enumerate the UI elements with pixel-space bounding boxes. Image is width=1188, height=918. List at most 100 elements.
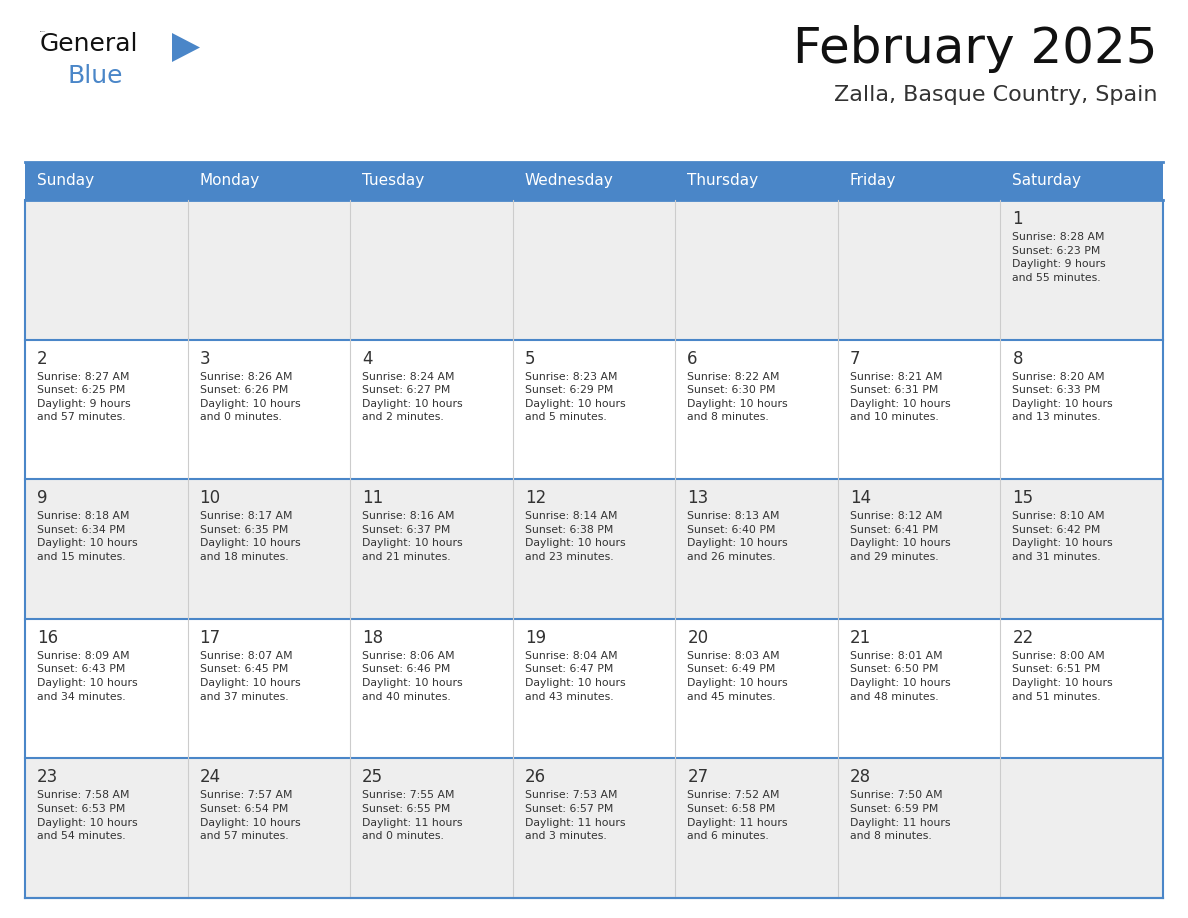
Text: Saturday: Saturday [1012, 174, 1081, 188]
Text: Sunrise: 8:27 AM
Sunset: 6:25 PM
Daylight: 9 hours
and 57 minutes.: Sunrise: 8:27 AM Sunset: 6:25 PM Dayligh… [37, 372, 131, 422]
Bar [513, 340, 675, 479]
Bar [513, 479, 675, 619]
Text: Thursday: Thursday [688, 174, 758, 188]
Polygon shape [172, 33, 200, 62]
Text: Sunrise: 7:55 AM
Sunset: 6:55 PM
Daylight: 11 hours
and 0 minutes.: Sunrise: 7:55 AM Sunset: 6:55 PM Dayligh… [362, 790, 462, 841]
Text: 3: 3 [200, 350, 210, 367]
Text: 12: 12 [525, 489, 546, 508]
Text: 21: 21 [849, 629, 871, 647]
Text: 5: 5 [525, 350, 536, 367]
Text: Wednesday: Wednesday [525, 174, 613, 188]
Bar [675, 479, 838, 619]
Text: Zalla, Basque Country, Spain: Zalla, Basque Country, Spain [834, 85, 1158, 105]
Bar [1000, 758, 1163, 898]
Text: 23: 23 [37, 768, 58, 787]
Text: Sunrise: 8:24 AM
Sunset: 6:27 PM
Daylight: 10 hours
and 2 minutes.: Sunrise: 8:24 AM Sunset: 6:27 PM Dayligh… [362, 372, 463, 422]
Text: Sunrise: 8:28 AM
Sunset: 6:23 PM
Daylight: 9 hours
and 55 minutes.: Sunrise: 8:28 AM Sunset: 6:23 PM Dayligh… [1012, 232, 1106, 283]
Text: 2: 2 [37, 350, 48, 367]
Bar [188, 758, 350, 898]
Text: Sunrise: 8:12 AM
Sunset: 6:41 PM
Daylight: 10 hours
and 29 minutes.: Sunrise: 8:12 AM Sunset: 6:41 PM Dayligh… [849, 511, 950, 562]
Bar [1000, 479, 1163, 619]
Text: 25: 25 [362, 768, 384, 787]
Text: Sunday: Sunday [37, 174, 94, 188]
Bar [25, 758, 188, 898]
Text: 22: 22 [1012, 629, 1034, 647]
Text: Sunrise: 8:23 AM
Sunset: 6:29 PM
Daylight: 10 hours
and 5 minutes.: Sunrise: 8:23 AM Sunset: 6:29 PM Dayligh… [525, 372, 625, 422]
Bar [25, 162, 1163, 200]
Bar [25, 340, 188, 479]
Text: Sunrise: 8:00 AM
Sunset: 6:51 PM
Daylight: 10 hours
and 51 minutes.: Sunrise: 8:00 AM Sunset: 6:51 PM Dayligh… [1012, 651, 1113, 701]
Bar [513, 758, 675, 898]
Text: 17: 17 [200, 629, 221, 647]
Text: #111111: #111111 [40, 31, 46, 32]
Bar [188, 619, 350, 758]
Bar [350, 479, 513, 619]
Text: 18: 18 [362, 629, 384, 647]
Bar [25, 479, 188, 619]
Text: 28: 28 [849, 768, 871, 787]
Text: Sunrise: 8:06 AM
Sunset: 6:46 PM
Daylight: 10 hours
and 40 minutes.: Sunrise: 8:06 AM Sunset: 6:46 PM Dayligh… [362, 651, 463, 701]
Text: Sunrise: 8:03 AM
Sunset: 6:49 PM
Daylight: 10 hours
and 45 minutes.: Sunrise: 8:03 AM Sunset: 6:49 PM Dayligh… [688, 651, 788, 701]
Text: Sunrise: 8:20 AM
Sunset: 6:33 PM
Daylight: 10 hours
and 13 minutes.: Sunrise: 8:20 AM Sunset: 6:33 PM Dayligh… [1012, 372, 1113, 422]
Text: Blue: Blue [68, 64, 124, 88]
Text: General: General [40, 32, 139, 56]
Text: 6: 6 [688, 350, 697, 367]
Text: Sunrise: 8:16 AM
Sunset: 6:37 PM
Daylight: 10 hours
and 21 minutes.: Sunrise: 8:16 AM Sunset: 6:37 PM Dayligh… [362, 511, 463, 562]
Text: Sunrise: 7:53 AM
Sunset: 6:57 PM
Daylight: 11 hours
and 3 minutes.: Sunrise: 7:53 AM Sunset: 6:57 PM Dayligh… [525, 790, 625, 841]
Text: 11: 11 [362, 489, 384, 508]
Bar [1000, 340, 1163, 479]
Text: Tuesday: Tuesday [362, 174, 424, 188]
Bar [675, 758, 838, 898]
Bar [838, 200, 1000, 340]
Bar [675, 340, 838, 479]
Bar [350, 619, 513, 758]
Bar [838, 758, 1000, 898]
Text: 19: 19 [525, 629, 545, 647]
Text: 16: 16 [37, 629, 58, 647]
Bar [838, 619, 1000, 758]
Text: Sunrise: 7:58 AM
Sunset: 6:53 PM
Daylight: 10 hours
and 54 minutes.: Sunrise: 7:58 AM Sunset: 6:53 PM Dayligh… [37, 790, 138, 841]
Text: 24: 24 [200, 768, 221, 787]
Text: Friday: Friday [849, 174, 896, 188]
Bar [838, 340, 1000, 479]
Bar [188, 200, 350, 340]
Text: Sunrise: 8:21 AM
Sunset: 6:31 PM
Daylight: 10 hours
and 10 minutes.: Sunrise: 8:21 AM Sunset: 6:31 PM Dayligh… [849, 372, 950, 422]
Text: 26: 26 [525, 768, 545, 787]
Bar [25, 619, 188, 758]
Text: Sunrise: 8:04 AM
Sunset: 6:47 PM
Daylight: 10 hours
and 43 minutes.: Sunrise: 8:04 AM Sunset: 6:47 PM Dayligh… [525, 651, 625, 701]
Text: Sunrise: 8:14 AM
Sunset: 6:38 PM
Daylight: 10 hours
and 23 minutes.: Sunrise: 8:14 AM Sunset: 6:38 PM Dayligh… [525, 511, 625, 562]
Text: Sunrise: 8:01 AM
Sunset: 6:50 PM
Daylight: 10 hours
and 48 minutes.: Sunrise: 8:01 AM Sunset: 6:50 PM Dayligh… [849, 651, 950, 701]
Text: Sunrise: 7:57 AM
Sunset: 6:54 PM
Daylight: 10 hours
and 57 minutes.: Sunrise: 7:57 AM Sunset: 6:54 PM Dayligh… [200, 790, 301, 841]
Bar [350, 200, 513, 340]
Text: 10: 10 [200, 489, 221, 508]
Text: 15: 15 [1012, 489, 1034, 508]
Bar [350, 758, 513, 898]
Text: Sunrise: 8:26 AM
Sunset: 6:26 PM
Daylight: 10 hours
and 0 minutes.: Sunrise: 8:26 AM Sunset: 6:26 PM Dayligh… [200, 372, 301, 422]
Text: Sunrise: 8:13 AM
Sunset: 6:40 PM
Daylight: 10 hours
and 26 minutes.: Sunrise: 8:13 AM Sunset: 6:40 PM Dayligh… [688, 511, 788, 562]
Text: 7: 7 [849, 350, 860, 367]
Bar [1000, 619, 1163, 758]
Bar [25, 200, 188, 340]
Bar [838, 479, 1000, 619]
Bar [513, 200, 675, 340]
Text: 27: 27 [688, 768, 708, 787]
Text: 8: 8 [1012, 350, 1023, 367]
Text: Sunrise: 8:17 AM
Sunset: 6:35 PM
Daylight: 10 hours
and 18 minutes.: Sunrise: 8:17 AM Sunset: 6:35 PM Dayligh… [200, 511, 301, 562]
Text: 9: 9 [37, 489, 48, 508]
Text: Sunrise: 8:22 AM
Sunset: 6:30 PM
Daylight: 10 hours
and 8 minutes.: Sunrise: 8:22 AM Sunset: 6:30 PM Dayligh… [688, 372, 788, 422]
Text: February 2025: February 2025 [794, 25, 1158, 73]
Text: Sunrise: 8:09 AM
Sunset: 6:43 PM
Daylight: 10 hours
and 34 minutes.: Sunrise: 8:09 AM Sunset: 6:43 PM Dayligh… [37, 651, 138, 701]
Bar [188, 479, 350, 619]
Text: Sunrise: 8:10 AM
Sunset: 6:42 PM
Daylight: 10 hours
and 31 minutes.: Sunrise: 8:10 AM Sunset: 6:42 PM Dayligh… [1012, 511, 1113, 562]
Bar [675, 200, 838, 340]
Bar [1000, 200, 1163, 340]
Text: Sunrise: 8:18 AM
Sunset: 6:34 PM
Daylight: 10 hours
and 15 minutes.: Sunrise: 8:18 AM Sunset: 6:34 PM Dayligh… [37, 511, 138, 562]
Bar [350, 340, 513, 479]
Text: Monday: Monday [200, 174, 260, 188]
Text: 14: 14 [849, 489, 871, 508]
Text: Sunrise: 7:50 AM
Sunset: 6:59 PM
Daylight: 11 hours
and 8 minutes.: Sunrise: 7:50 AM Sunset: 6:59 PM Dayligh… [849, 790, 950, 841]
Text: 20: 20 [688, 629, 708, 647]
Text: 4: 4 [362, 350, 373, 367]
Text: Sunrise: 7:52 AM
Sunset: 6:58 PM
Daylight: 11 hours
and 6 minutes.: Sunrise: 7:52 AM Sunset: 6:58 PM Dayligh… [688, 790, 788, 841]
Text: Sunrise: 8:07 AM
Sunset: 6:45 PM
Daylight: 10 hours
and 37 minutes.: Sunrise: 8:07 AM Sunset: 6:45 PM Dayligh… [200, 651, 301, 701]
